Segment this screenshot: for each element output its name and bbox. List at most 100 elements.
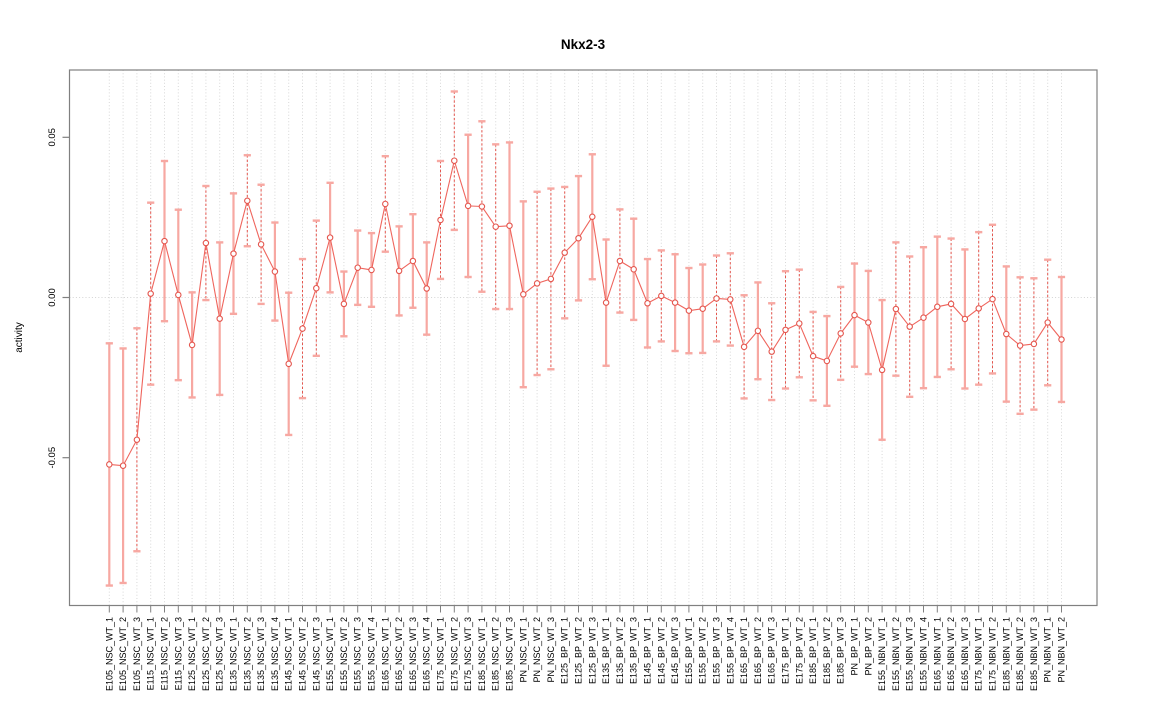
- x-tick-label: E145_BP_WT_2: [656, 617, 666, 684]
- error-bar: [1030, 277, 1038, 411]
- data-point-marker: [271, 268, 279, 275]
- data-point-marker: [299, 325, 306, 332]
- x-tick-label: E145_NSC_WT_3: [311, 617, 321, 691]
- data-point-marker: [878, 366, 886, 374]
- x-tick-label: E185_BP_WT_2: [822, 617, 832, 684]
- x-tick-label: E155_NSC_WT_3: [353, 617, 363, 691]
- data-point-marker: [754, 327, 762, 335]
- x-tick-label: E165_NBN_WT_3: [960, 617, 970, 691]
- data-point-marker: [451, 157, 458, 164]
- data-point-marker: [1016, 342, 1024, 349]
- x-tick-label: E135_NSC_WT_2: [242, 617, 252, 691]
- x-tick-label: E125_NSC_WT_1: [187, 617, 197, 691]
- x-tick-label: E125_BP_WT_1: [560, 617, 570, 684]
- data-point-marker: [285, 360, 292, 368]
- data-point-marker: [975, 305, 982, 312]
- data-point-marker: [658, 292, 665, 300]
- data-point-marker: [340, 300, 348, 308]
- data-point-marker: [865, 319, 872, 326]
- data-point-marker: [478, 203, 486, 210]
- x-tick-label: E155_NBN_WT_4: [919, 617, 929, 691]
- data-point-marker: [1030, 340, 1038, 348]
- data-point-marker: [244, 197, 251, 204]
- x-tick-label: PN_NSC_WT_3: [546, 617, 556, 683]
- error-bar: [298, 257, 307, 400]
- x-tick-label: E185_NSC_WT_1: [477, 617, 487, 691]
- x-tick-label: E135_NSC_WT_1: [229, 617, 239, 691]
- x-tick-label: E105_NSC_WT_3: [132, 617, 142, 691]
- x-tick-label: E185_BP_WT_1: [808, 617, 818, 684]
- error-bar: [202, 184, 210, 302]
- x-tick-label: E115_NSC_WT_2: [160, 617, 170, 690]
- data-point-marker: [961, 315, 969, 323]
- x-tick-label: E175_NBN_WT_1: [974, 617, 984, 691]
- x-tick-label: E165_BP_WT_2: [753, 617, 763, 684]
- plot-frame: [68, 69, 1098, 607]
- y-axis: -0.05 0.00 0.05: [47, 128, 70, 469]
- x-tick-label: PN_NBN_WT_2: [1057, 617, 1067, 683]
- error-bar: [906, 255, 914, 399]
- x-tick-label: E165_NSC_WT_2: [394, 617, 404, 691]
- data-point-marker: [561, 249, 568, 256]
- data-point-marker: [906, 323, 913, 330]
- x-tick-label: E135_BP_WT_3: [629, 617, 639, 684]
- data-point-marker: [133, 436, 141, 444]
- x-tick-label: E175_NSC_WT_1: [436, 617, 446, 691]
- data-point-marker: [1044, 319, 1051, 326]
- data-point-marker: [313, 284, 320, 292]
- data-point-marker: [837, 330, 844, 337]
- x-tick-label: E185_NSC_WT_2: [491, 617, 501, 691]
- error-bar: [533, 190, 541, 377]
- error-bar: [712, 254, 721, 343]
- y-axis-label: activity: [14, 322, 25, 353]
- x-tick-label: E135_NSC_WT_3: [256, 617, 266, 691]
- data-point-marker: [947, 300, 955, 308]
- error-bar: [837, 285, 845, 382]
- data-point-marker: [161, 237, 168, 245]
- x-tick-label: E125_BP_WT_3: [587, 617, 597, 684]
- data-point-marker: [727, 296, 734, 303]
- data-point-marker: [216, 315, 223, 322]
- x-tick-label: E145_NSC_WT_1: [284, 617, 294, 691]
- data-point-marker: [354, 264, 361, 271]
- data-point-marker: [602, 299, 610, 306]
- x-axis: E105_NSC_WT_1 E105_NSC_WT_2 E105_NSC_WT_3 E…: [104, 605, 1067, 691]
- data-point-marker: [506, 222, 513, 229]
- data-point-marker: [1003, 330, 1010, 338]
- data-point-marker: [119, 462, 127, 469]
- x-tick-label: PN_BP_WT_1: [850, 617, 860, 676]
- x-tick-label: E165_BP_WT_1: [739, 617, 749, 684]
- data-point-marker: [409, 257, 417, 265]
- x-tick-label: E145_NSC_WT_2: [298, 617, 308, 691]
- x-tick-label: E125_NSC_WT_2: [201, 617, 211, 691]
- data-point-marker: [740, 343, 748, 351]
- data-point-marker: [257, 241, 265, 248]
- x-tick-label: E185_NBN_WT_2: [1015, 617, 1025, 691]
- data-point-marker: [533, 280, 541, 287]
- data-point-marker: [175, 291, 182, 299]
- data-point-marker: [920, 314, 927, 321]
- x-tick-label: E165_NBN_WT_1: [932, 617, 942, 691]
- x-tick-label: E135_NSC_WT_4: [270, 617, 280, 691]
- data-point-marker: [395, 267, 403, 275]
- x-tick-label: E165_NSC_WT_4: [422, 617, 432, 691]
- data-point-marker: [382, 200, 389, 208]
- x-tick-label: E175_NBN_WT_2: [988, 617, 998, 691]
- data-points: [106, 157, 1065, 469]
- data-point-marker: [685, 307, 693, 314]
- data-point-marker: [437, 216, 444, 224]
- data-point-marker: [934, 303, 941, 311]
- data-point-marker: [326, 234, 334, 241]
- data-point-marker: [892, 305, 900, 313]
- y-tick-label: 0.00: [47, 288, 58, 307]
- error-bar: [740, 294, 748, 400]
- data-point-marker: [1058, 336, 1065, 343]
- data-point-marker: [188, 341, 196, 349]
- x-tick-label: E175_NSC_WT_3: [463, 617, 473, 691]
- x-tick-label: E185_NBN_WT_1: [1001, 617, 1011, 691]
- x-tick-label: E185_BP_WT_3: [836, 617, 846, 684]
- y-tick-label: -0.05: [47, 447, 58, 469]
